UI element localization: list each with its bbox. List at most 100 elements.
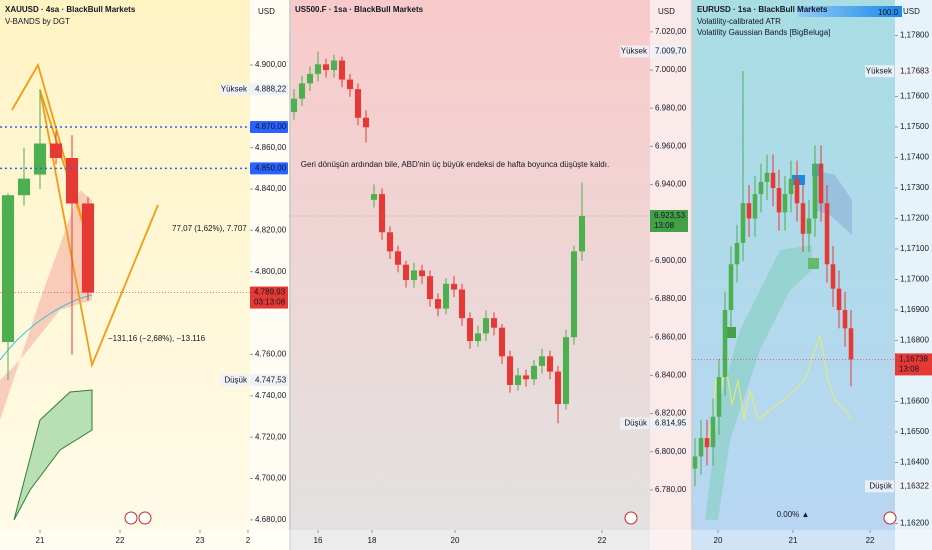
chart-title: EURUSD · 1sa · BlackBull Markets — [697, 5, 828, 14]
candle-body — [434, 299, 442, 309]
y-tick-label: 1,17000 — [900, 275, 929, 284]
candle-body — [538, 356, 546, 366]
y-tick-label: 6.840,00 — [655, 371, 687, 380]
candle-body — [466, 318, 474, 342]
candle-body — [794, 178, 800, 204]
annotation: 0.00% ▲ — [777, 510, 810, 519]
candle-body — [17, 178, 31, 196]
marker-value-box — [650, 45, 688, 58]
indicator-name: V-BANDS by DGT — [5, 17, 70, 26]
y-tick-label: 6.980,00 — [655, 103, 687, 112]
candle-body — [322, 64, 330, 71]
candle-body — [848, 328, 854, 360]
marker-value-box — [250, 83, 288, 96]
chart-title: US500.F · 1sa · BlackBull Markets — [295, 5, 424, 14]
x-tick-label: 2 — [246, 536, 251, 545]
x-tick-label: 21 — [789, 536, 798, 545]
y-tick-label: 4.700,00 — [255, 474, 287, 483]
divider — [289, 0, 291, 550]
candle-body — [65, 157, 79, 204]
candle-body — [830, 264, 836, 289]
candle-body — [378, 194, 386, 233]
x-tick-label: 18 — [368, 536, 377, 545]
x-tick-label: 16 — [314, 536, 323, 545]
candle-body — [298, 83, 306, 99]
y-tick-label: 4.860,00 — [255, 143, 287, 152]
y-tick-label: 6.780,00 — [655, 485, 687, 494]
price-label: 1,16738 — [899, 355, 928, 364]
candle-body — [346, 79, 354, 90]
candle-body — [740, 203, 746, 243]
y-tick-label: 1,16900 — [900, 305, 929, 314]
marker-value-box — [895, 65, 932, 78]
level-tag — [250, 162, 288, 175]
y-tick-label: 1,17100 — [900, 244, 929, 253]
candle-body — [758, 181, 764, 195]
marker-value: 7.009,70 — [655, 47, 687, 56]
candle-body — [776, 188, 782, 213]
signal-icon — [725, 327, 736, 338]
marker-text: Düşük — [624, 418, 648, 427]
price-timer: 03:13:08 — [254, 298, 286, 307]
price-tag — [650, 209, 688, 232]
marker-text: Düşük — [224, 375, 248, 384]
x-tick-label: 20 — [714, 536, 723, 545]
candle-body — [522, 375, 530, 380]
signal-icon — [808, 258, 819, 269]
candle-body — [842, 310, 848, 329]
y-tick-label: 4.740,00 — [255, 391, 287, 400]
flag-icon — [124, 511, 138, 525]
annotation: Geri dönüşün ardından bile, ABD'nin üç b… — [301, 160, 609, 169]
indicator-value: 100.0 — [878, 8, 899, 17]
annotation: −131,16 (−2,68%), −13.116 — [108, 334, 206, 343]
candle-body — [426, 276, 434, 300]
candle-body — [330, 60, 338, 71]
currency: USD — [258, 7, 275, 16]
candle-body — [458, 289, 466, 319]
candle-body — [506, 356, 514, 385]
marker-value: 1,16322 — [900, 481, 929, 490]
y-tick-label: 1,16600 — [900, 397, 929, 406]
price-label: 4.789,93 — [254, 288, 286, 297]
marker-box — [865, 65, 894, 78]
marker-text: Yüksek — [866, 66, 893, 75]
marker-value-box — [250, 374, 288, 387]
band-fill — [705, 245, 812, 520]
price-timer: 13:08 — [899, 365, 920, 374]
marker-text: Yüksek — [221, 84, 248, 93]
signal-icon — [812, 164, 823, 176]
band-line — [0, 294, 93, 361]
candle-body — [81, 203, 95, 293]
level-tag — [250, 120, 288, 133]
candle-body — [546, 356, 554, 372]
y-tick-label: 4.820,00 — [255, 225, 287, 234]
y-tick-label: 4.900,00 — [255, 60, 287, 69]
y-tick-label: 6.800,00 — [655, 447, 687, 456]
x-tick-label: 21 — [36, 536, 45, 545]
candle-body — [764, 172, 770, 182]
y-tick-label: 6.900,00 — [655, 256, 687, 265]
candle-body — [562, 337, 570, 405]
flag-icon — [138, 511, 152, 525]
y-tick-label: 4.840,00 — [255, 184, 287, 193]
x-tick-label: 20 — [451, 536, 460, 545]
marker-value-box — [895, 480, 932, 493]
candle-body — [806, 218, 812, 234]
candle-body — [746, 203, 752, 219]
candle-body — [394, 251, 402, 265]
y-tick-label: 1,16800 — [900, 336, 929, 345]
candle-body — [482, 318, 490, 334]
marker-value-box — [650, 417, 688, 430]
x-tick-label: 22 — [116, 536, 125, 545]
candle-body — [728, 264, 734, 311]
candle-body — [770, 172, 776, 189]
candle-body — [490, 318, 498, 328]
indicator-name: Volatility-calibrated ATR — [697, 17, 781, 26]
annotation: 77,07 (1,62%), 7.707 — [172, 224, 247, 233]
y-tick-label: 4.680,00 — [255, 515, 287, 524]
candle-body — [698, 438, 704, 457]
candle-body — [734, 242, 740, 265]
y-tick-label: 1,16200 — [900, 519, 929, 528]
price-tag — [895, 353, 932, 376]
